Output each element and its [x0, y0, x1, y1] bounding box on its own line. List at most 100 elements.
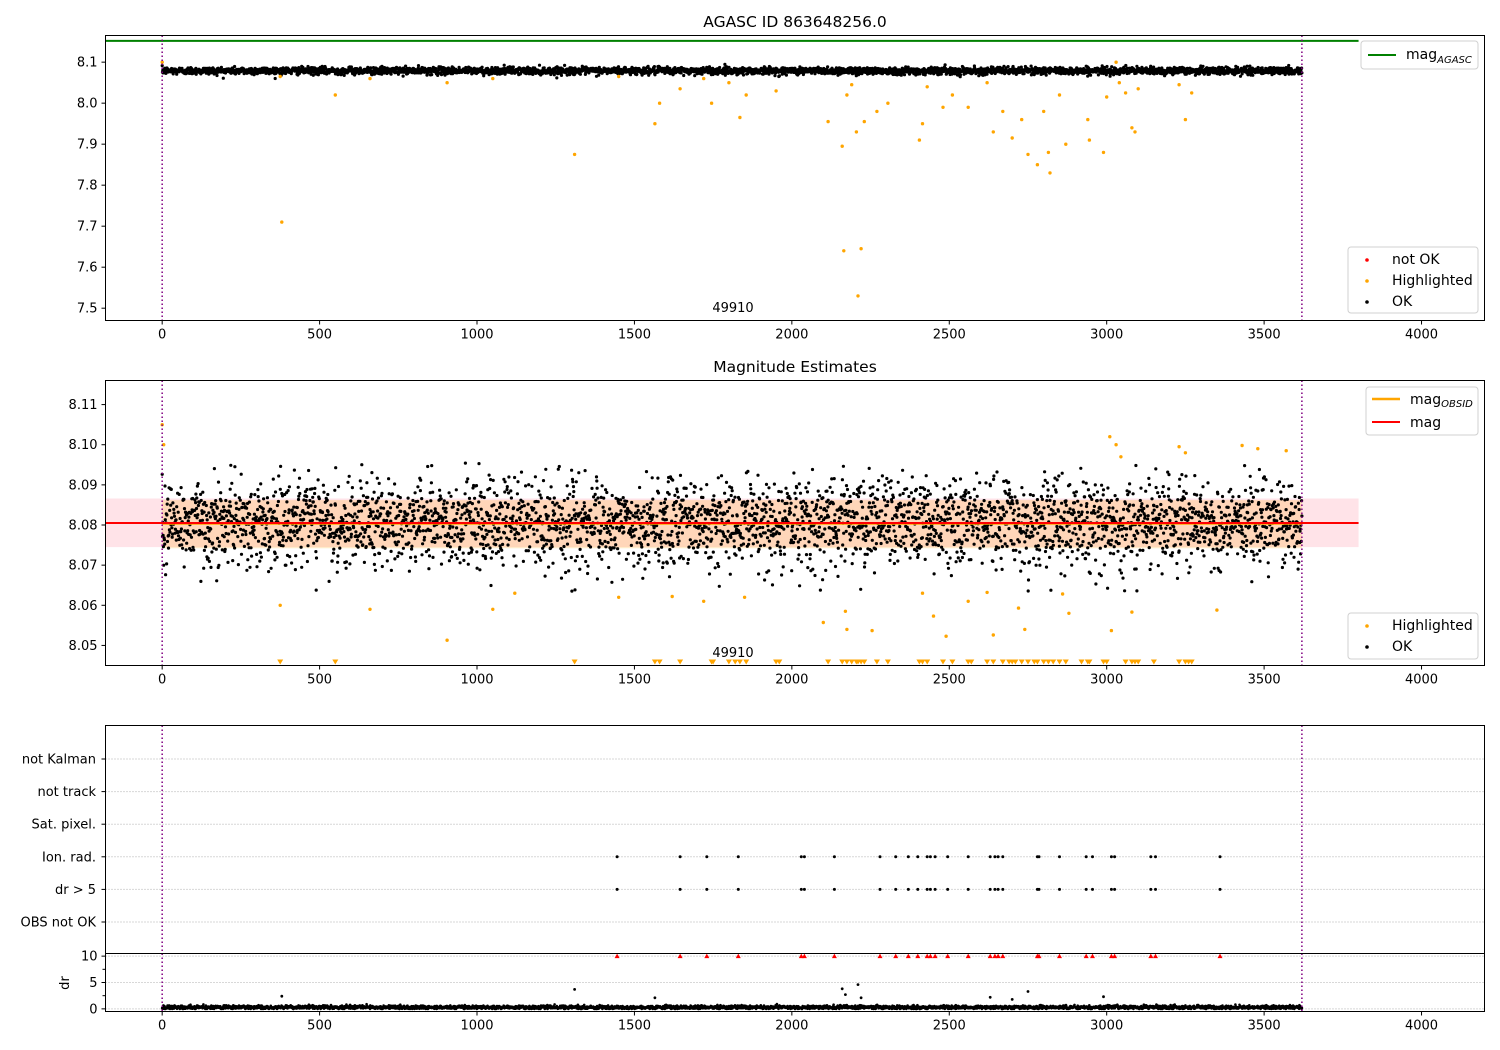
- ok-point: [244, 532, 248, 537]
- ok-point: [362, 535, 366, 539]
- ok-point: [493, 526, 497, 530]
- highlighted-point: [1105, 95, 1109, 99]
- ok-point: [363, 530, 367, 535]
- ok-point: [379, 512, 383, 516]
- ok-point: [349, 65, 353, 69]
- ok-point: [238, 498, 242, 502]
- ok-point: [199, 579, 203, 584]
- ok-point: [314, 550, 318, 554]
- highlighted-point: [1087, 138, 1092, 142]
- ok-point: [958, 73, 963, 77]
- ok-point: [531, 527, 536, 531]
- ok-point: [393, 557, 397, 561]
- ok-point: [412, 516, 416, 521]
- ok-point: [413, 491, 417, 495]
- ok-point: [169, 487, 173, 491]
- ok-point: [439, 73, 444, 77]
- ok-point: [474, 507, 478, 511]
- ok-point: [563, 63, 567, 67]
- ok-point: [455, 526, 459, 530]
- ok-point: [538, 493, 542, 497]
- ok-point: [542, 66, 546, 70]
- ok-point: [469, 510, 473, 514]
- ok-point: [209, 527, 213, 531]
- ok-point: [272, 494, 276, 498]
- ok-point: [168, 530, 172, 534]
- ok-point: [466, 562, 470, 566]
- ok-point: [415, 533, 419, 537]
- highlighted-point: [774, 89, 778, 93]
- ok-point: [222, 535, 226, 539]
- ok-point: [195, 516, 199, 520]
- ok-point: [506, 543, 510, 547]
- ok-point: [543, 505, 548, 509]
- ok-point: [376, 509, 380, 513]
- ok-point: [355, 515, 359, 519]
- highlighted-point: [826, 119, 830, 124]
- ok-point: [491, 535, 495, 539]
- ok-point: [233, 64, 237, 69]
- ok-point: [482, 546, 486, 551]
- ok-point: [202, 510, 206, 514]
- ok-point: [516, 480, 520, 484]
- ok-point: [389, 549, 393, 554]
- ok-point: [534, 511, 538, 515]
- ok-point: [178, 516, 182, 521]
- ok-point: [383, 537, 387, 542]
- legend-label-not-ok: not OK: [1392, 252, 1440, 268]
- ok-point: [500, 556, 504, 560]
- ok-point: [486, 543, 490, 547]
- ok-point: [228, 504, 233, 508]
- ok-point: [175, 72, 179, 76]
- ok-point: [387, 477, 391, 481]
- ok-point: [287, 485, 291, 489]
- ok-point: [530, 484, 534, 488]
- ok-point: [480, 517, 484, 521]
- ok-point: [277, 474, 281, 478]
- ok-point: [372, 490, 376, 494]
- ok-point: [282, 513, 286, 517]
- ok-point: [496, 517, 500, 521]
- ok-point: [296, 485, 300, 489]
- ok-point: [325, 517, 329, 521]
- ok-point: [454, 488, 458, 492]
- ok-point: [519, 510, 523, 514]
- ok-point: [1240, 72, 1244, 76]
- ok-point: [273, 76, 277, 81]
- ok-point: [439, 535, 443, 539]
- highlighted-point: [875, 109, 879, 114]
- ok-point: [245, 568, 249, 572]
- ok-point: [1022, 72, 1026, 76]
- ok-point: [165, 539, 170, 544]
- highlighted-point: [950, 93, 955, 97]
- ok-point: [165, 513, 169, 517]
- ok-point: [367, 525, 371, 529]
- ok-point: [463, 461, 467, 465]
- ok-point: [233, 530, 238, 535]
- ok-point: [578, 72, 583, 76]
- ok-point: [430, 540, 434, 544]
- ok-point: [332, 547, 336, 551]
- ok-point: [278, 487, 282, 491]
- ok-point: [292, 529, 296, 533]
- ok-point: [448, 526, 452, 530]
- ok-point: [206, 556, 210, 560]
- x-tick-label: 1000: [460, 328, 493, 343]
- ok-point: [399, 502, 403, 506]
- ok-point: [427, 567, 431, 571]
- ok-point: [321, 483, 325, 487]
- ok-point: [242, 544, 246, 549]
- ok-point: [170, 526, 174, 530]
- ok-point: [298, 491, 302, 496]
- ok-point: [773, 74, 777, 78]
- ok-point: [338, 546, 342, 550]
- ok-point: [427, 554, 432, 558]
- ok-point: [455, 511, 459, 516]
- ok-point: [309, 512, 313, 516]
- ok-point: [514, 519, 519, 523]
- ok-point: [539, 558, 543, 562]
- ok-point: [344, 566, 348, 570]
- ok-point: [249, 546, 253, 550]
- ok-point: [163, 542, 167, 546]
- ok-point: [727, 65, 731, 69]
